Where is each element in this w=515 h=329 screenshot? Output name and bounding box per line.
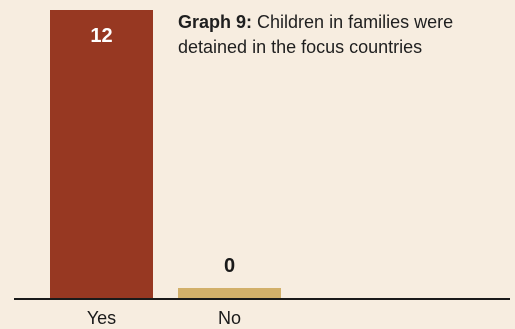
chart-title-text: Children in families were detained in th… xyxy=(178,12,454,57)
bar-no xyxy=(178,288,281,298)
value-label-no: 0 xyxy=(224,255,235,277)
chart-title-lead: Graph 9: xyxy=(178,12,253,32)
chart-title: Graph 9: Children in families were detai… xyxy=(178,10,498,60)
category-label-yes: Yes xyxy=(87,308,116,328)
value-label-yes: 12 xyxy=(90,25,112,47)
category-label-no: No xyxy=(218,308,241,328)
bar-yes xyxy=(50,10,153,298)
